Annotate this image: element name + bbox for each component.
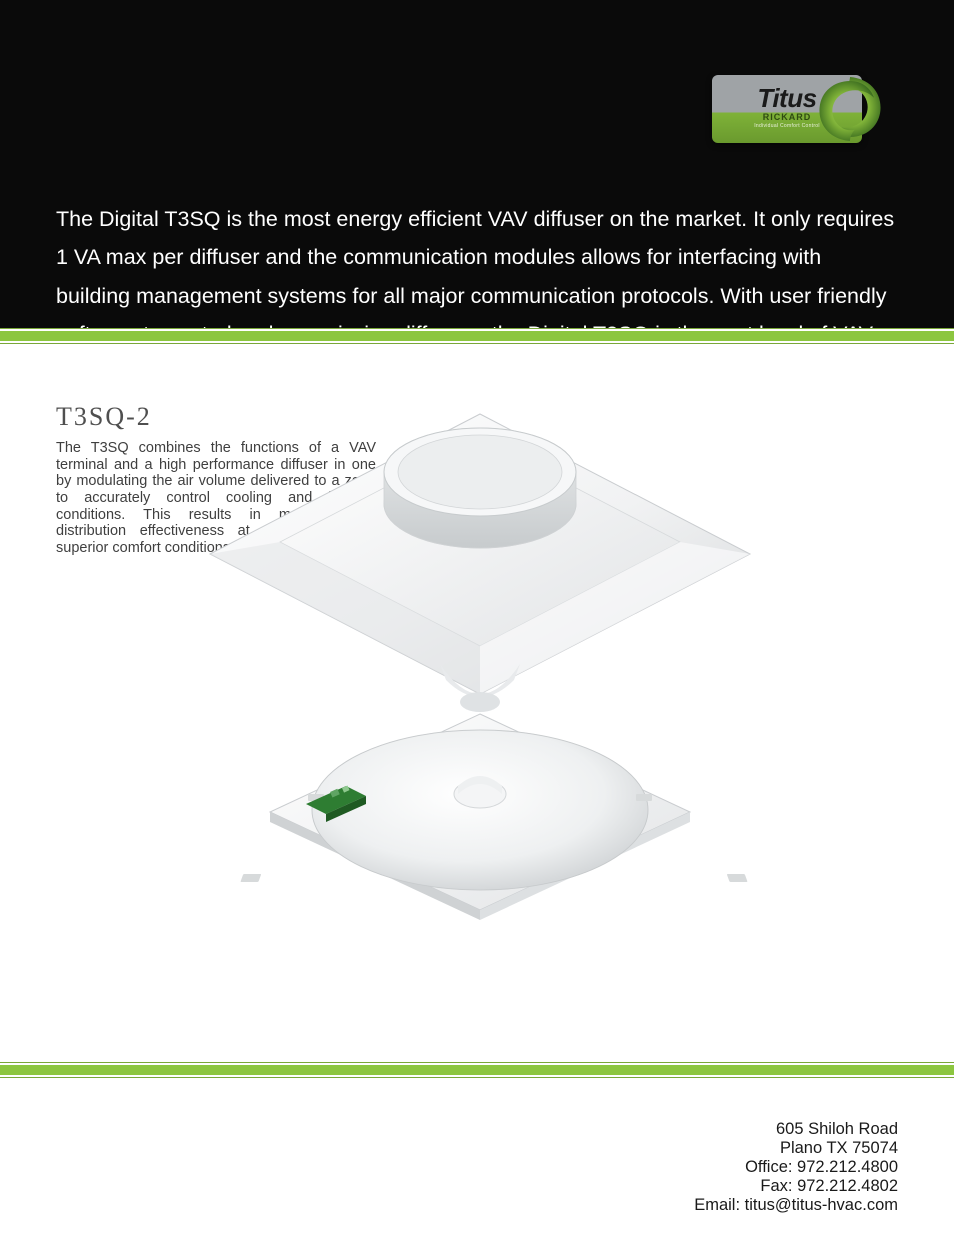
product-description: The T3SQ combines the functions of a VAV… <box>56 440 376 557</box>
divider-bottom <box>0 1062 954 1078</box>
contact-office: Office: 972.212.4800 <box>694 1158 898 1177</box>
illus-pcb-module <box>306 786 366 822</box>
illus-lower-faceplate <box>240 714 747 920</box>
contact-address-2: Plano TX 75074 <box>694 1139 898 1158</box>
contact-address-1: 605 Shiloh Road <box>694 1120 898 1139</box>
swirl-icon <box>810 69 890 149</box>
contact-email: Email: titus@titus-hvac.com <box>694 1196 898 1215</box>
main-panel: T3SQ-2 The T3SQ combines the functions o… <box>0 344 954 1062</box>
contact-fax: Fax: 972.212.4802 <box>694 1177 898 1196</box>
logo-brand-text: Titus <box>757 83 816 114</box>
hero-panel: Titus RICKARD Individual Comfort Control… <box>0 0 954 328</box>
logo-badge: Titus RICKARD Individual Comfort Control <box>712 75 862 143</box>
brand-logo: Titus RICKARD Individual Comfort Control <box>712 75 882 153</box>
product-title: T3SQ-2 <box>56 402 152 432</box>
logo-subbrand-text: RICKARD <box>763 112 812 122</box>
divider-top <box>0 328 954 344</box>
contact-block: 605 Shiloh Road Plano TX 75074 Office: 9… <box>694 1120 898 1215</box>
